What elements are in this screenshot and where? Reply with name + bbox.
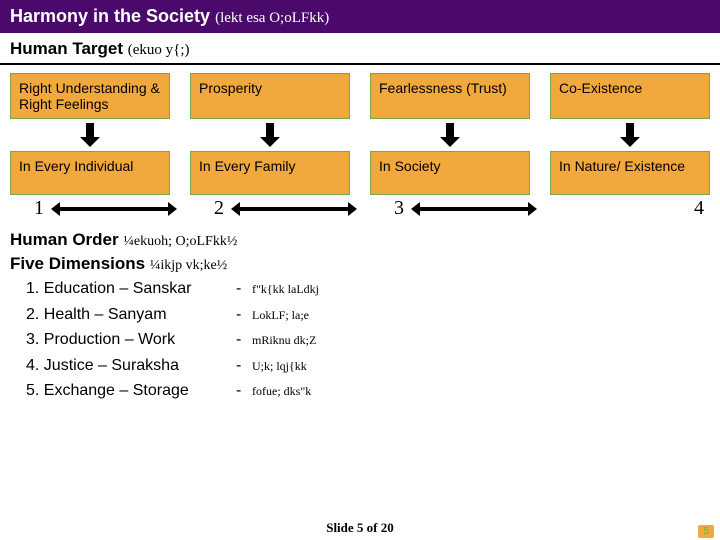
arrow-down-icon xyxy=(446,123,454,139)
connector-icon xyxy=(418,207,530,211)
arrow-down-icon xyxy=(86,123,94,139)
arrow-down-icon xyxy=(626,123,634,139)
cell-top-2: Fearlessness (Trust) xyxy=(370,73,530,119)
connector-icon xyxy=(58,207,170,211)
five-subtitle: ¼ikjp vk;ke½ xyxy=(150,258,227,273)
top-row: Right Understanding & Right Feelings Pro… xyxy=(0,65,720,119)
slide-header: Harmony in the Society (lekt esa O;oLFkk… xyxy=(0,0,720,33)
arrow-3 xyxy=(550,119,710,143)
cell-top-0: Right Understanding & Right Feelings xyxy=(10,73,170,119)
five-title: Five Dimensions xyxy=(10,254,145,273)
cell-bot-1: In Every Family xyxy=(190,151,350,195)
arrow-down-icon xyxy=(266,123,274,139)
arrow-row xyxy=(0,119,720,143)
num-2: 2 xyxy=(190,197,350,220)
subheader: Human Target (ekuo y{;) xyxy=(0,33,720,65)
cell-top-3: Co-Existence xyxy=(550,73,710,119)
num-4: 4 xyxy=(550,197,710,220)
num-1: 1 xyxy=(10,197,170,220)
num-3: 3 xyxy=(370,197,530,220)
cell-bot-2: In Society xyxy=(370,151,530,195)
dim-1: 1. Education – Sanskar-f"k{kk laLdkj xyxy=(26,276,710,302)
header-title: Harmony in the Society xyxy=(10,6,210,26)
number-row: 1 2 3 4 xyxy=(0,195,720,220)
cell-top-1: Prosperity xyxy=(190,73,350,119)
human-order: Human Order ¼ekuoh; O;oLFkk½ xyxy=(0,220,720,250)
bottom-row: In Every Individual In Every Family In S… xyxy=(0,143,720,195)
cell-bot-3: In Nature/ Existence xyxy=(550,151,710,195)
dim-5: 5. Exchange – Storage-fofue; dks"k xyxy=(26,378,710,404)
subheader-subtitle: (ekuo y{;) xyxy=(128,42,190,58)
dimensions-list: 1. Education – Sanskar-f"k{kk laLdkj 2. … xyxy=(0,274,720,404)
header-subtitle: (lekt esa O;oLFkk) xyxy=(215,10,329,26)
cell-bot-0: In Every Individual xyxy=(10,151,170,195)
connector-icon xyxy=(238,207,350,211)
five-dimensions: Five Dimensions ¼ikjp vk;ke½ xyxy=(0,250,720,274)
order-subtitle: ¼ekuoh; O;oLFkk½ xyxy=(123,234,237,249)
dim-3: 3. Production – Work-mRiknu dk;Z xyxy=(26,327,710,353)
page-number-badge: 5 xyxy=(698,525,714,538)
dim-4: 4. Justice – Suraksha-U;k; lqj{kk xyxy=(26,353,710,379)
arrow-1 xyxy=(190,119,350,143)
subheader-title: Human Target xyxy=(10,39,123,58)
arrow-0 xyxy=(10,119,170,143)
dim-2: 2. Health – Sanyam-LokLF; la;e xyxy=(26,302,710,328)
arrow-2 xyxy=(370,119,530,143)
slide-footer: Slide 5 of 20 xyxy=(0,520,720,536)
order-title: Human Order xyxy=(10,230,119,249)
